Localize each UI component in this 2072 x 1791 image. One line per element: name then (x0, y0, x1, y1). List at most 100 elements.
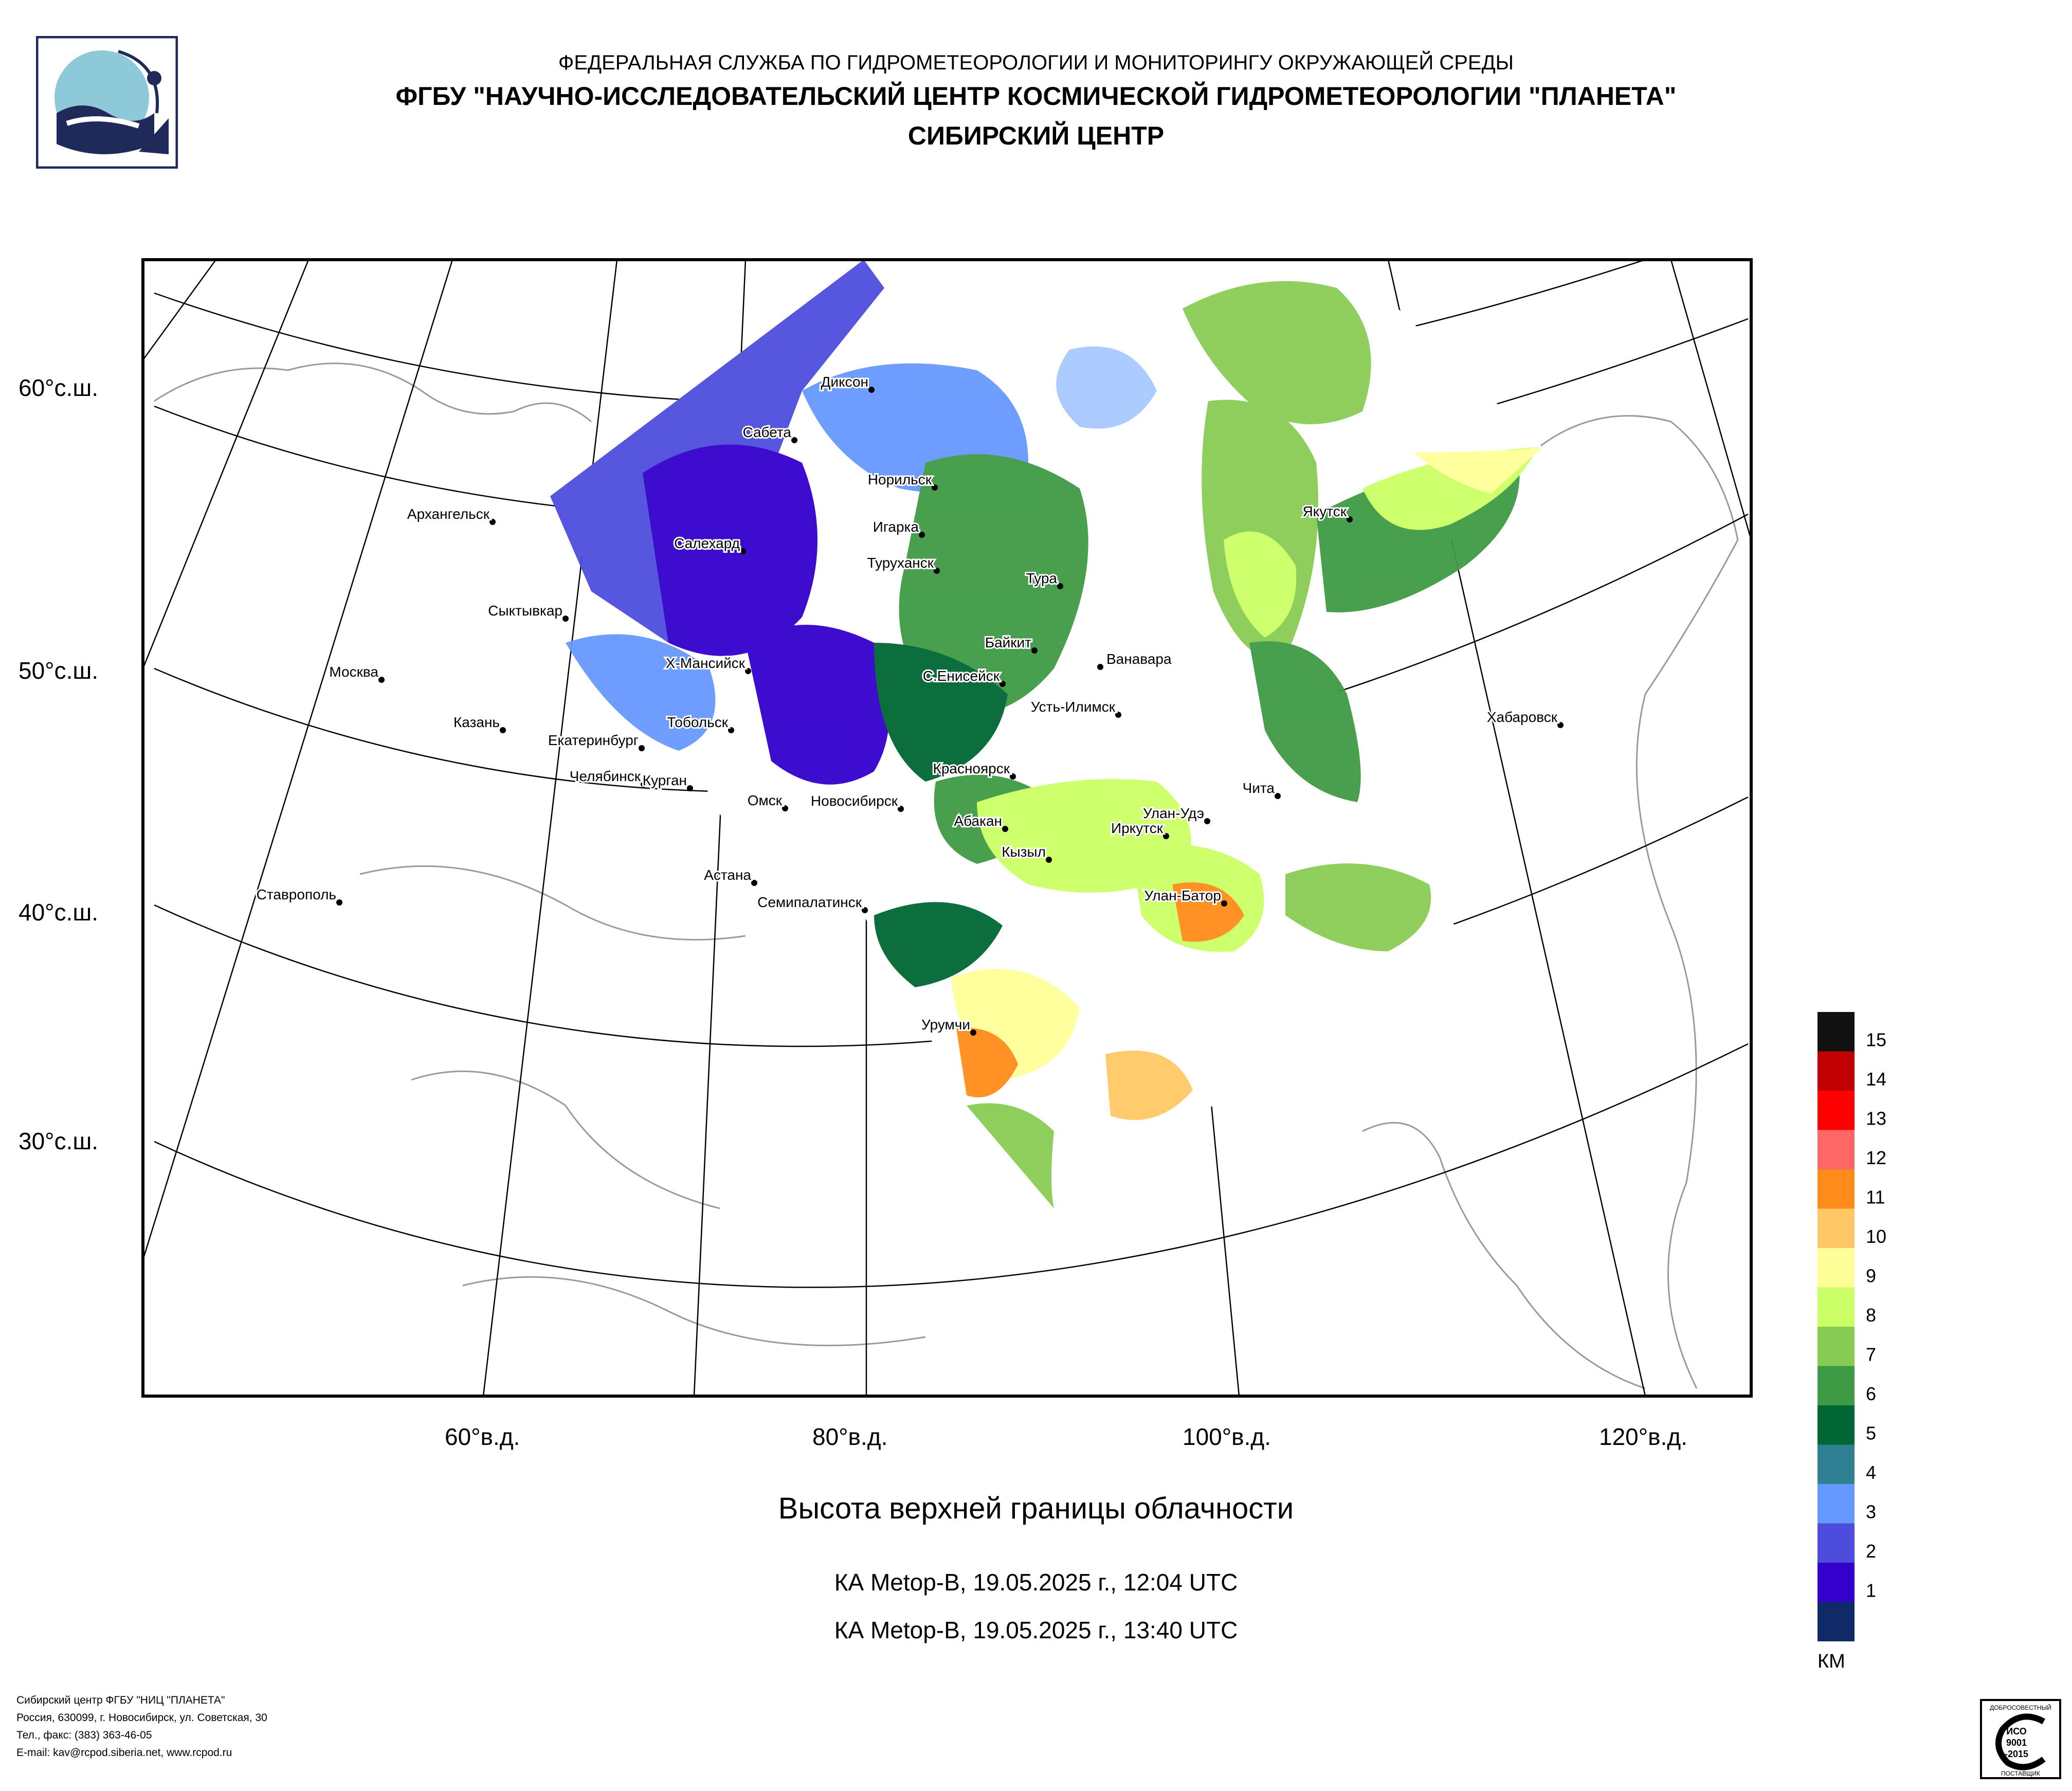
city-dot (489, 519, 496, 525)
legend-label: 9 (1866, 1265, 1876, 1287)
city-label: Байкит (985, 635, 1031, 650)
city-label: Курган (643, 772, 687, 788)
city-label: Тобольск (667, 714, 728, 730)
footer-email: E-mail: kav@rcpod.siberia.net, www.rcpod… (16, 1747, 232, 1759)
lat-label-60: 60°с.ш. (19, 374, 98, 401)
city-label: Казань (453, 714, 500, 730)
city-label: Игарка (873, 519, 919, 535)
city-markers: Диксон Сабета Норильск Игарка Салехард Туруха… (255, 372, 1564, 1036)
legend-label: 13 (1866, 1108, 1886, 1129)
cloud-regions (550, 260, 1542, 1208)
lon-label-100: 100°в.д. (1183, 1423, 1271, 1450)
city-dot (1031, 647, 1038, 654)
city-label: Улан-Удэ (1143, 805, 1204, 821)
iso-bottom-text: ПОСТАВЩИК (2001, 1770, 2040, 1777)
legend-label: 3 (1866, 1501, 1876, 1523)
city-label: Диксон (821, 374, 868, 390)
city-label: Семипалатинск (757, 894, 862, 910)
city-label: Омск (748, 792, 783, 808)
lon-label-80: 80°в.д. (812, 1423, 887, 1450)
city-label: Новосибирск (811, 793, 898, 809)
city-label: Иркутск (1111, 820, 1164, 836)
footer-org: Сибирский центр ФГБУ "НИЦ "ПЛАНЕТА" (16, 1694, 225, 1706)
city-label: Салехард (674, 535, 740, 551)
city-label: Чита (1243, 780, 1275, 796)
legend-label: 14 (1866, 1069, 1886, 1090)
city-dot (1010, 773, 1016, 780)
agency-title: ФЕДЕРАЛЬНАЯ СЛУЖБА ПО ГИДРОМЕТЕОРОЛОГИИ … (558, 51, 1514, 74)
footer-phone: Тел., факс: (383) 363-46-05 (16, 1729, 152, 1741)
city-dot (562, 616, 569, 622)
city-label: Сыктывкар (488, 603, 562, 619)
city-label: Москва (329, 664, 378, 680)
city-label: Усть-Илимск (1031, 699, 1116, 715)
city-label: Хабаровск (1487, 709, 1558, 725)
legend-swatch (1817, 1091, 1855, 1130)
institute-title: ФГБУ "НАУЧНО-ИССЛЕДОВАТЕЛЬСКИЙ ЦЕНТР КОС… (395, 82, 1677, 111)
footer-address: Россия, 630099, г. Новосибирск, ул. Сове… (16, 1712, 267, 1724)
city-dot (862, 907, 868, 913)
city-label: Ставрополь (257, 887, 336, 902)
city-dot (1557, 722, 1564, 728)
city-label: Урумчи (921, 1017, 970, 1033)
city-dot (782, 805, 788, 811)
city-label: С.Енисейск (923, 668, 1000, 684)
city-dot (751, 880, 757, 886)
map-frame (141, 258, 1753, 1398)
legend-swatch (1817, 1051, 1855, 1091)
legend-label: 15 (1866, 1029, 1886, 1051)
iso-line1: ИСО (2006, 1726, 2027, 1736)
legend-swatch (1817, 1366, 1855, 1405)
city-label: Улан-Батор (1144, 888, 1221, 903)
lon-label-120: 120°в.д. (1599, 1423, 1687, 1450)
city-dot (1204, 818, 1210, 824)
city-dot (919, 532, 925, 538)
city-dot (641, 781, 647, 787)
city-label: Архангельск (407, 506, 490, 522)
legend-swatch (1817, 1208, 1855, 1248)
city-dot (868, 387, 875, 393)
city-label: Кызыл (1002, 844, 1046, 860)
lat-label-30: 30°с.ш. (19, 1128, 98, 1154)
lat-label-50: 50°с.ш. (19, 657, 98, 684)
legend-swatch (1817, 1327, 1855, 1366)
city-label: Екатеринбург (548, 732, 639, 748)
legend-swatch (1817, 1169, 1855, 1209)
iso-line3: -2015 (2005, 1749, 2028, 1759)
city-dot (1046, 857, 1052, 863)
city-label: Абакан (954, 813, 1002, 829)
city-dot (1163, 833, 1169, 839)
legend-swatch (1817, 1287, 1855, 1327)
city-dot (932, 484, 938, 491)
footer-contacts: Сибирский центр ФГБУ "НИЦ "ПЛАНЕТА" Росс… (16, 1692, 267, 1762)
legend-label: 10 (1866, 1226, 1886, 1247)
city-dot (745, 668, 751, 674)
city-dot (1002, 826, 1008, 832)
city-dot (740, 548, 746, 554)
lon-label-60: 60°в.д. (445, 1423, 520, 1450)
subtitle-pass-2: КА Metop-B, 19.05.2025 г., 13:40 UTC (834, 1617, 1238, 1643)
city-label: Норильск (868, 472, 932, 487)
city-dot (1097, 664, 1103, 670)
city-dot (1347, 516, 1353, 522)
legend-swatch (1817, 1523, 1855, 1563)
city-dot (1115, 712, 1121, 718)
city-dot (336, 899, 342, 906)
city-dot (970, 1029, 976, 1036)
city-dot (791, 437, 797, 443)
legend-label: 1 (1866, 1580, 1876, 1601)
city-label: Туруханск (867, 555, 934, 571)
legend-swatch (1817, 1602, 1855, 1641)
city-label: Челябинск (570, 768, 641, 784)
city-dot (999, 681, 1006, 687)
subtitle-pass-1: КА Metop-B, 19.05.2025 г., 12:04 UTC (834, 1569, 1238, 1596)
legend-label: 8 (1866, 1305, 1876, 1326)
legend-label: 12 (1866, 1147, 1886, 1168)
legend-swatch (1817, 1405, 1855, 1445)
city-dot (898, 806, 904, 812)
city-label: Тура (1026, 570, 1058, 586)
city-dot (500, 727, 506, 733)
legend-swatch (1817, 1012, 1855, 1052)
legend-swatch (1817, 1444, 1855, 1484)
